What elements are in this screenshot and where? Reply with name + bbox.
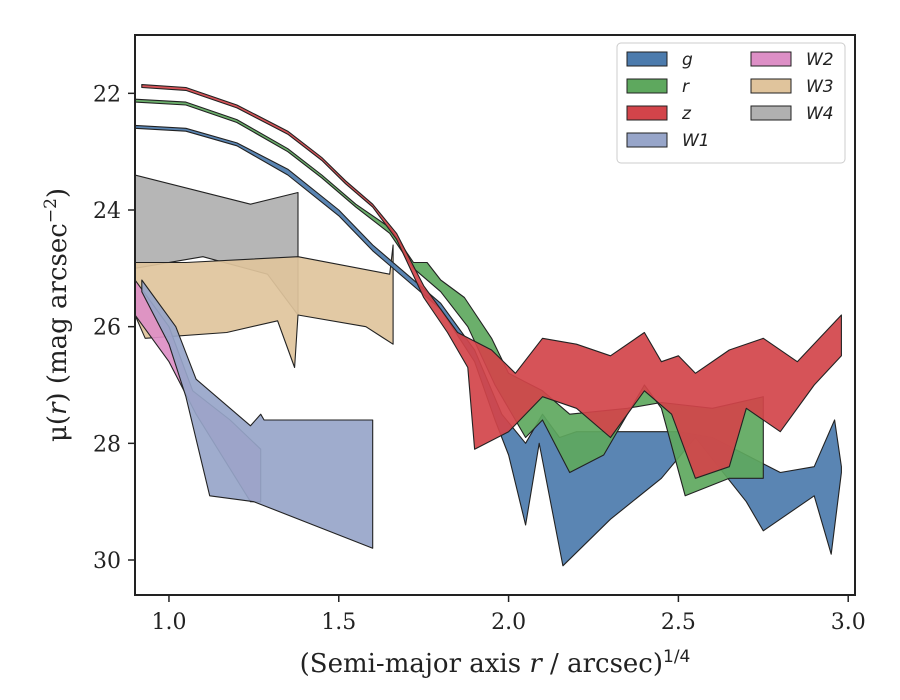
legend-swatch-w4 [750, 105, 792, 121]
legend-swatch-g [626, 51, 668, 67]
legend-label-g: g [682, 50, 693, 70]
series-area-w1 [141, 279, 374, 549]
series-area-g [135, 124, 842, 567]
y-axis-label: μ(r) (mag arcsec−2) [41, 188, 73, 442]
y-tick-label: 26 [93, 316, 121, 341]
legend-label-w3: W3 [806, 77, 834, 97]
legend-box [616, 42, 846, 164]
legend-swatch-r [626, 78, 668, 94]
x-tick-label: 1.0 [151, 610, 186, 635]
y-tick-label: 30 [93, 549, 121, 574]
y-tick-label: 24 [93, 199, 121, 224]
series-areas [135, 84, 842, 567]
legend-label-r: r [682, 77, 690, 97]
plot-frame [134, 34, 856, 596]
legend-label-z: z [681, 104, 692, 124]
legend-swatch-w1 [626, 132, 668, 148]
legend: grz W1 W2 W3 W4 [616, 42, 846, 164]
x-tick-label: 2.0 [491, 610, 526, 635]
y-tick-label: 28 [93, 432, 121, 457]
x-axis-ticks: 1.0 1.5 2.0 2.5 3.0 [151, 595, 866, 635]
y-axis-ticks: 22 24 26 28 30 [93, 82, 135, 574]
series-area-z [141, 84, 842, 479]
x-tick-label: 2.5 [661, 610, 696, 635]
x-tick-label: 1.5 [321, 610, 356, 635]
x-axis-label: (Semi-major axis r / arcsec)1/4 [300, 647, 691, 679]
legend-label-w2: W2 [806, 50, 834, 70]
legend-swatch-z [626, 105, 668, 121]
y-tick-label: 22 [93, 82, 121, 107]
legend-swatch-w2 [750, 51, 792, 67]
x-tick-label: 3.0 [831, 610, 866, 635]
legend-label-w4: W4 [806, 104, 834, 124]
legend-swatch-w3 [750, 78, 792, 94]
legend-label-w1: W1 [682, 131, 710, 151]
